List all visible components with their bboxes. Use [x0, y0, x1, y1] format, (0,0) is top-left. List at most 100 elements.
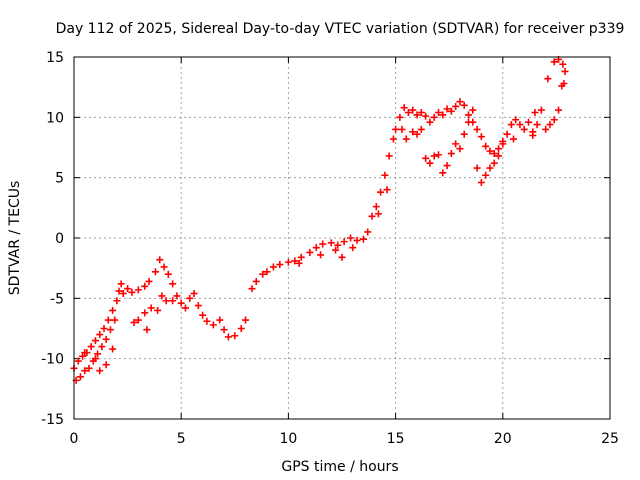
data-point [413, 111, 421, 119]
data-point [199, 311, 207, 319]
data-point [560, 80, 568, 88]
data-point [477, 178, 485, 186]
data-point [164, 270, 172, 278]
x-tick-label: 10 [279, 431, 297, 447]
data-point [473, 125, 481, 133]
data-point [404, 109, 412, 117]
data-point [81, 349, 89, 357]
data-point [439, 169, 447, 177]
data-point [400, 104, 408, 112]
data-point [295, 259, 303, 267]
data-point [499, 140, 507, 148]
data-point [306, 248, 314, 256]
y-tick-label: -5 [50, 291, 64, 307]
x-tick-label: 0 [70, 431, 79, 447]
data-point [98, 343, 106, 351]
data-point [486, 147, 494, 155]
data-point [550, 58, 558, 66]
data-point [190, 290, 198, 298]
data-point [422, 154, 430, 162]
data-point [426, 159, 434, 167]
data-point [374, 210, 382, 218]
data-point [409, 128, 417, 136]
data-point [559, 60, 567, 68]
data-point [117, 280, 125, 288]
data-point [194, 302, 202, 310]
data-point [353, 236, 361, 244]
data-point [516, 121, 524, 129]
y-axis-label: SDTVAR / TECUs [7, 181, 23, 296]
data-point [413, 130, 421, 138]
data-point [242, 316, 250, 324]
chart-title: Day 112 of 2025, Sidereal Day-to-day VTE… [56, 21, 625, 37]
data-point [87, 343, 95, 351]
data-point [550, 116, 558, 124]
data-point [169, 297, 177, 305]
data-point [495, 145, 503, 153]
data-point [512, 116, 520, 124]
data-point [417, 125, 425, 133]
data-point [104, 316, 112, 324]
x-axis-label: GPS time / hours [281, 459, 398, 475]
data-point [490, 150, 498, 158]
data-point [130, 318, 138, 326]
data-point [525, 118, 533, 126]
data-point [134, 316, 142, 324]
y-tick-label: 5 [55, 171, 64, 187]
data-point [422, 112, 430, 120]
data-point [224, 333, 232, 341]
data-point [464, 118, 472, 126]
data-point [269, 263, 277, 271]
data-point [503, 130, 511, 138]
data-point [237, 325, 245, 332]
data-point [119, 290, 127, 298]
data-point [203, 317, 211, 325]
data-point [74, 357, 82, 365]
data-point [495, 152, 503, 160]
data-point [555, 106, 563, 114]
data-point [482, 171, 490, 179]
data-point [381, 171, 389, 179]
data-point [507, 121, 515, 129]
y-tick-label: 10 [46, 110, 64, 126]
data-point [106, 326, 114, 334]
data-point [452, 102, 460, 110]
data-point [377, 188, 385, 196]
data-point [291, 257, 299, 265]
data-point [276, 261, 284, 269]
data-point [456, 145, 464, 153]
data-point [531, 109, 539, 117]
data-point [396, 113, 404, 121]
data-points [70, 55, 569, 384]
y-tick-label: -10 [41, 352, 64, 368]
data-point [544, 75, 552, 83]
data-point [359, 235, 367, 243]
data-point [186, 294, 194, 302]
data-point [520, 125, 528, 133]
plot-frame [73, 56, 611, 420]
data-point [143, 326, 151, 334]
data-point [434, 151, 442, 159]
data-point [426, 118, 434, 126]
data-point [252, 277, 260, 285]
data-point [332, 246, 340, 254]
data-point [364, 228, 372, 236]
data-point [297, 253, 305, 261]
data-point [443, 162, 451, 170]
data-point [460, 130, 468, 138]
data-point [284, 258, 292, 266]
data-point [473, 164, 481, 172]
y-tick-label: 0 [55, 231, 64, 247]
data-point [141, 309, 149, 317]
data-point [443, 105, 451, 113]
data-point [128, 288, 136, 296]
data-point [115, 287, 123, 295]
y-tick-label: -15 [41, 412, 64, 428]
data-point [546, 121, 554, 129]
data-point [464, 111, 472, 119]
data-point [81, 367, 89, 375]
data-point [385, 152, 393, 160]
data-point [154, 306, 162, 314]
data-point [529, 131, 537, 139]
